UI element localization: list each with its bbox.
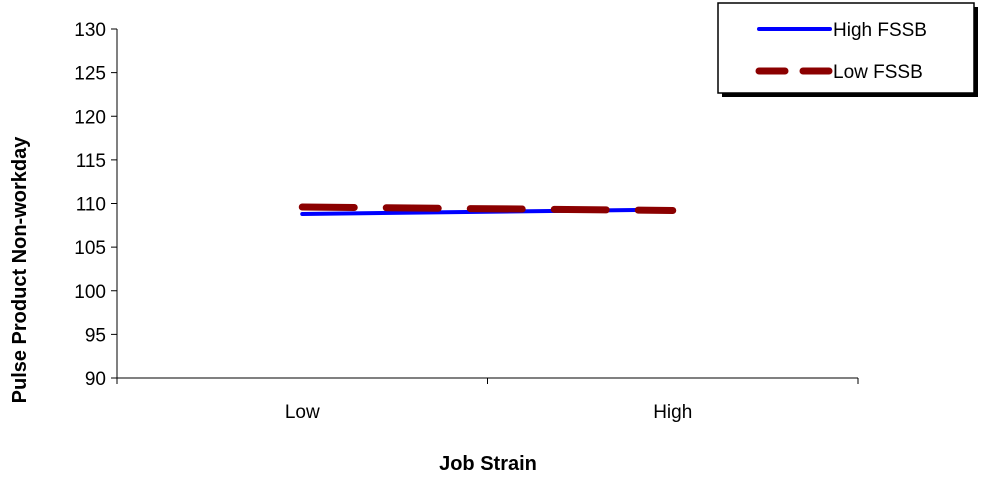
x-axis-title: Job Strain (439, 453, 537, 475)
y-tick-label: 125 (74, 64, 106, 85)
y-tick-label: 105 (74, 238, 106, 259)
y-tick-label: 110 (76, 195, 106, 216)
legend-box (717, 2, 975, 94)
y-tick-label: 90 (85, 369, 106, 390)
series-line-low-fssb (298, 203, 677, 214)
x-tick-label: Low (285, 402, 320, 423)
legend: High FSSB Low FSSB (717, 2, 978, 97)
y-tick-label: 120 (74, 107, 106, 128)
series-lines (298, 203, 677, 216)
legend-label: High FSSB (833, 20, 927, 41)
y-tick-label: 95 (85, 325, 106, 346)
y-tick-label: 115 (76, 151, 106, 172)
y-tick-label: 100 (74, 282, 106, 303)
y-tick-label: 130 (74, 20, 106, 41)
y-axis-title: Pulse Product Non-workday (9, 136, 31, 404)
legend-label: Low FSSB (833, 62, 923, 83)
axes (111, 28, 859, 384)
x-tick-label: High (653, 402, 692, 423)
tick-labels: 90 95 100 105 110 115 120 125 130 Low High (74, 20, 692, 423)
